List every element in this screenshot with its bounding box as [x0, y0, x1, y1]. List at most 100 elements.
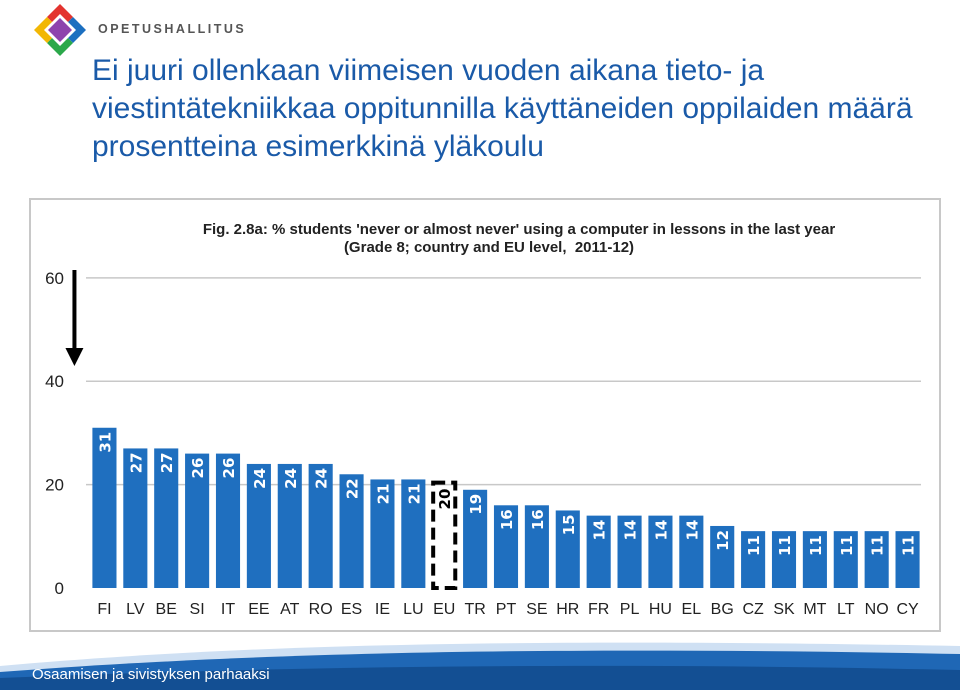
bar-lt [833, 531, 858, 588]
chart-subtitle: (Grade 8; country and EU level, 2011-12) [344, 239, 634, 256]
data-label-sk: 11 [776, 535, 794, 556]
x-axis: FI LV BE SI IT EE AT RO ES IE LU EU TR PT SE HR FR PL HU EL… [97, 601, 919, 618]
x-tick-label-be: BE [156, 601, 177, 618]
bar-ee [246, 463, 271, 588]
x-tick-label-fr: FR [588, 601, 609, 618]
x-tick-label-pt: PT [496, 601, 517, 618]
data-label-pt: 16 [498, 509, 516, 530]
bar-ie [370, 479, 395, 588]
bar-eu-highlight [431, 480, 458, 590]
bar-chart: Fig. 2.8a: % students 'never or almost n… [45, 221, 921, 618]
bar-pl [617, 515, 642, 588]
x-tick-label-bg: BG [711, 601, 734, 618]
bar-el [679, 515, 704, 588]
y-tick-label: 20 [45, 476, 64, 495]
bar-bg [710, 525, 735, 588]
data-label-fr: 14 [591, 520, 609, 541]
bar-cy [895, 531, 920, 588]
data-label-it: 26 [220, 458, 238, 479]
data-label-eu: 20 [436, 489, 454, 510]
data-label-ro: 24 [313, 468, 331, 489]
x-tick-label-el: EL [682, 601, 702, 618]
data-label-lv: 27 [127, 452, 145, 473]
x-tick-label-lt: LT [837, 601, 855, 618]
x-tick-label-si: SI [190, 601, 205, 618]
data-label-bg: 12 [714, 530, 732, 551]
data-label-be: 27 [158, 452, 176, 473]
x-tick-label-fi: FI [97, 601, 111, 618]
x-tick-label-es: ES [341, 601, 362, 618]
data-label-si: 26 [189, 458, 207, 479]
x-tick-label-ro: RO [309, 601, 333, 618]
x-tick-label-eu: EU [433, 601, 455, 618]
data-label-lt: 11 [838, 535, 856, 556]
x-tick-label-hr: HR [556, 601, 579, 618]
y-tick-label: 60 [45, 269, 64, 288]
data-label-tr: 19 [467, 494, 485, 515]
bars [92, 427, 920, 588]
bar-mt [802, 531, 827, 588]
y-tick-label: 40 [45, 372, 64, 391]
opetushallitus-logo [34, 4, 86, 56]
data-labels: 31 27 27 26 26 24 24 24 22 21 21 20 19 16 16 15 14 14 14 14… [96, 432, 917, 556]
bar-at [277, 463, 302, 588]
x-tick-label-lu: LU [403, 601, 423, 618]
chart-frame: Fig. 2.8a: % students 'never or almost n… [29, 198, 941, 632]
data-label-es: 22 [344, 478, 362, 499]
data-label-cz: 11 [745, 535, 763, 556]
x-tick-label-at: AT [280, 601, 299, 618]
bar-fi [92, 427, 117, 588]
bar-sk [771, 531, 797, 588]
x-tick-label-hu: HU [649, 601, 672, 618]
y-tick-label: 0 [55, 579, 64, 598]
x-tick-label-it: IT [221, 601, 235, 618]
chart-title: Fig. 2.8a: % students 'never or almost n… [203, 221, 835, 238]
bar-hr [555, 510, 580, 588]
data-label-at: 24 [282, 468, 300, 489]
x-tick-label-lv: LV [126, 601, 145, 618]
bar-cz [741, 531, 766, 588]
bar-it [215, 453, 241, 588]
bar-es [339, 474, 364, 588]
data-label-ie: 21 [374, 483, 392, 504]
footer-tagline: Osaamisen ja sivistyksen parhaaksi [32, 666, 270, 683]
bar-ro [308, 463, 333, 588]
data-label-ee: 24 [251, 468, 269, 489]
bar-pt [493, 505, 519, 588]
bar-lv [123, 448, 148, 588]
x-tick-label-pl: PL [620, 601, 640, 618]
x-tick-label-cy: CY [896, 601, 919, 618]
data-label-mt: 11 [807, 535, 825, 556]
bar-hu [648, 515, 673, 588]
bar-fr [586, 515, 611, 588]
x-tick-label-se: SE [526, 601, 547, 618]
gridlines [86, 277, 921, 486]
brand-name: OPETUSHALLITUS [98, 22, 247, 36]
data-label-el: 14 [683, 520, 701, 541]
bar-si [185, 453, 210, 588]
x-tick-label-no: NO [865, 601, 889, 618]
data-label-pl: 14 [622, 520, 640, 541]
x-tick-label-tr: TR [464, 601, 485, 618]
bar-no [864, 531, 889, 588]
data-label-lu: 21 [405, 483, 423, 504]
data-label-fi: 31 [96, 432, 114, 453]
data-label-hu: 14 [652, 520, 670, 541]
data-label-no: 11 [869, 535, 887, 556]
y-axis: 0 20 40 60 [45, 269, 64, 598]
data-label-hr: 15 [560, 514, 578, 535]
data-label-se: 16 [529, 509, 547, 530]
footer-band [0, 642, 960, 690]
bar-be [154, 448, 179, 588]
bar-se [524, 505, 549, 588]
arrow-head [65, 348, 84, 366]
data-label-cy: 11 [900, 535, 918, 556]
x-tick-label-mt: MT [803, 601, 826, 618]
bar-lu [401, 479, 426, 588]
bar-tr [463, 489, 488, 588]
x-tick-label-ee: EE [248, 601, 269, 618]
x-tick-label-cz: CZ [742, 601, 764, 618]
x-tick-label-sk: SK [773, 601, 795, 618]
annotations [65, 270, 458, 590]
x-tick-label-ie: IE [375, 601, 390, 618]
